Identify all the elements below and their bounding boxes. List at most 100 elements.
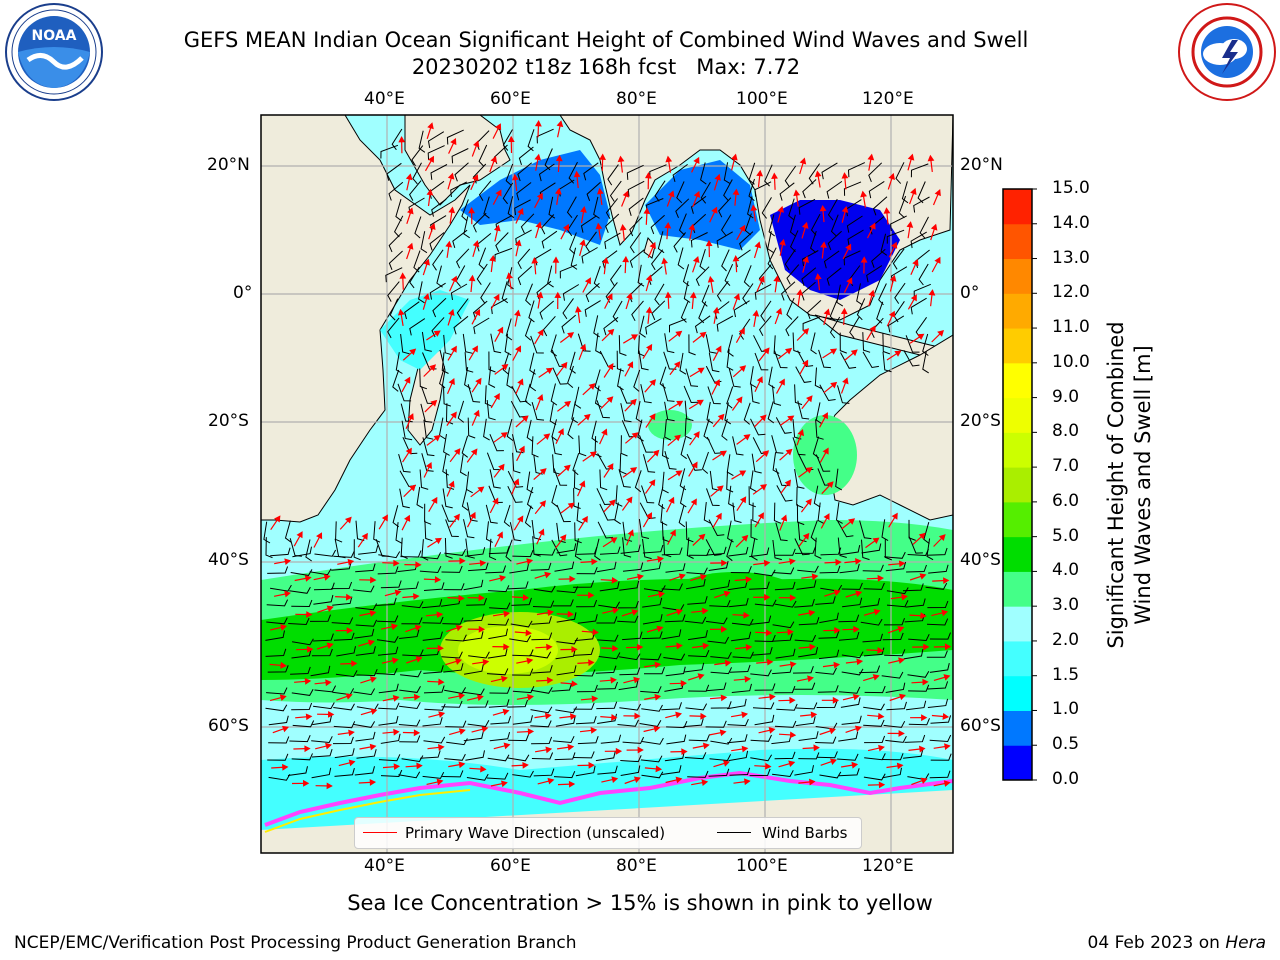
wind-barb (705, 720, 727, 728)
wave-arrow-head (479, 559, 487, 567)
colorbar-band (1003, 258, 1032, 294)
wind-barb (520, 213, 535, 234)
wind-barb (570, 247, 578, 270)
wave-arrow-head (763, 559, 771, 567)
colorbar-tick-label: 1.5 (1052, 664, 1080, 685)
wind-barb (398, 453, 411, 473)
wind-barb (551, 539, 568, 557)
wave-arrow-head (423, 258, 430, 266)
wind-barb (575, 716, 597, 725)
wave-arrow-head (447, 172, 455, 180)
wind-barb (683, 718, 704, 728)
wave-arrow-head (944, 743, 951, 750)
wave-arrow-head (539, 468, 547, 475)
wave-arrow-head (537, 394, 544, 402)
wave-arrow-head (630, 334, 639, 341)
wave-arrow-head (369, 779, 377, 786)
wind-barb (758, 264, 772, 285)
wind-barb (641, 631, 663, 640)
wind-barb (840, 352, 857, 369)
wind-barb (418, 130, 426, 153)
wave-arrow-head (525, 629, 532, 637)
wave-arrow-head (636, 643, 644, 651)
wave-arrow-head (344, 516, 352, 524)
wind-barb (505, 318, 513, 341)
wind-barb (619, 386, 634, 404)
wind-barb (463, 216, 470, 239)
wind-barb (927, 600, 949, 609)
wind-barb (926, 650, 948, 658)
lon-label-top-80e: 80°E (616, 89, 657, 109)
wave-arrow-head (841, 172, 849, 179)
wind-barb (456, 298, 469, 320)
wind-barb (797, 565, 819, 573)
wind-barb (726, 386, 734, 409)
wind-barb (576, 547, 598, 555)
wind-barb (292, 720, 315, 728)
wave-arrow-head (860, 190, 868, 198)
wave-arrow-head (569, 575, 576, 583)
wave-arrow-head (676, 642, 683, 650)
wave-arrow-head (423, 293, 430, 301)
wave-arrow-head (702, 742, 710, 750)
wind-barb (700, 182, 711, 204)
wave-arrow-head (521, 415, 529, 423)
wind-barb (585, 282, 600, 303)
lon-label-bottom-40e: 40°E (364, 856, 405, 876)
wave-arrow-head (673, 361, 681, 369)
wave-arrow-head (591, 558, 598, 566)
wave-arrow-head (478, 594, 485, 602)
wind-barb (819, 612, 839, 624)
wind-barb (818, 649, 840, 660)
wind-barb (445, 720, 467, 728)
wave-arrow-head (821, 412, 828, 420)
wind-barb (512, 770, 534, 778)
colorbar-band (1003, 467, 1032, 503)
wave-arrow-head (934, 256, 941, 264)
wind-barb (664, 401, 675, 422)
wind-barb (291, 702, 313, 711)
wind-barb (642, 597, 663, 608)
wave-arrow-head (656, 625, 664, 633)
wind-barb (355, 646, 376, 656)
wind-barb (785, 316, 799, 337)
wind-barb (445, 469, 455, 490)
wave-arrow-head (657, 555, 664, 563)
wave-arrow-head (458, 692, 466, 700)
wind-barb (721, 249, 730, 272)
wave-arrow-head (527, 728, 535, 736)
wind-barb (312, 714, 333, 726)
wind-barb (684, 752, 707, 760)
wind-barb (661, 583, 683, 591)
wave-arrow-head (325, 742, 333, 750)
wave-arrow-head (898, 560, 906, 568)
wind-barb (489, 538, 497, 561)
wave-arrow-head (806, 395, 813, 403)
wind-barb (265, 704, 288, 712)
wind-barb (863, 719, 885, 727)
wave-arrow-head (627, 361, 634, 369)
wind-barb (729, 664, 751, 673)
wind-barb (490, 298, 508, 315)
wind-barb (473, 317, 490, 335)
wind-barb (597, 713, 617, 724)
lon-label-bottom-100e: 100°E (736, 856, 788, 876)
wind-barb (581, 247, 598, 264)
wind-barb (354, 628, 375, 639)
wind-barb (929, 734, 952, 743)
wind-barb (617, 615, 639, 623)
wind-barb (731, 683, 752, 693)
wave-arrow-head (661, 257, 668, 265)
wave-arrow-head (877, 574, 884, 582)
wind-barb (685, 368, 699, 387)
colorbar-bands (1003, 189, 1032, 781)
wind-barb (744, 213, 752, 236)
wind-barb (443, 583, 465, 591)
wind-barb (420, 403, 433, 423)
wind-barb (684, 662, 705, 673)
wave-arrow-head (699, 574, 707, 581)
wind-barb (688, 630, 708, 641)
wave-arrow-head (567, 743, 575, 751)
wind-barb (884, 539, 892, 561)
wind-barb (442, 617, 464, 625)
